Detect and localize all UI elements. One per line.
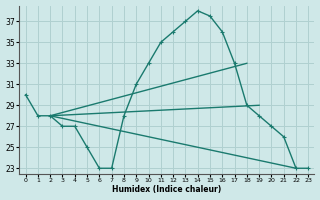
X-axis label: Humidex (Indice chaleur): Humidex (Indice chaleur)	[112, 185, 221, 194]
